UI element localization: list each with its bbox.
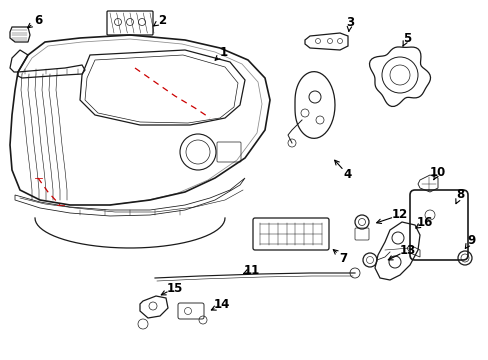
Text: 1: 1 — [220, 45, 227, 58]
Text: 13: 13 — [399, 243, 415, 256]
Text: 8: 8 — [455, 189, 463, 202]
Text: 14: 14 — [213, 298, 230, 311]
Text: 6: 6 — [34, 13, 42, 27]
Text: 7: 7 — [338, 252, 346, 265]
Text: 9: 9 — [466, 234, 474, 247]
Text: 16: 16 — [416, 216, 432, 229]
Text: 5: 5 — [402, 31, 410, 45]
Text: 3: 3 — [345, 15, 353, 28]
Text: 11: 11 — [244, 264, 260, 276]
Text: 15: 15 — [166, 282, 183, 294]
Text: 12: 12 — [391, 208, 407, 221]
Text: 2: 2 — [158, 13, 166, 27]
Text: 10: 10 — [429, 166, 445, 179]
Text: 4: 4 — [343, 168, 351, 181]
